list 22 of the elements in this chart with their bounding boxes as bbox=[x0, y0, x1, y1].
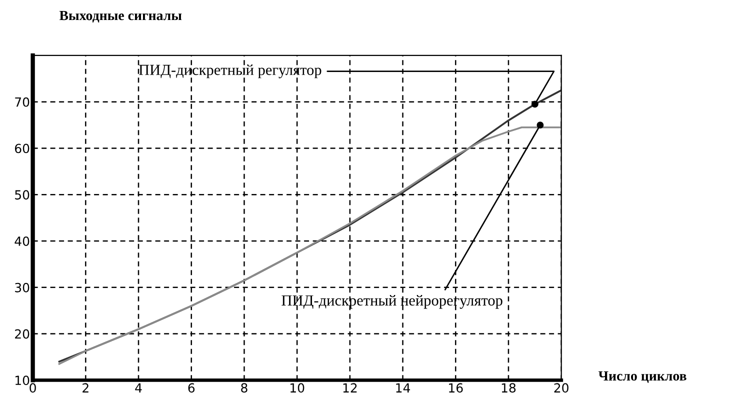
x-tick-label: 12 bbox=[343, 383, 357, 392]
y-tick-label: 70 bbox=[15, 97, 30, 107]
x-tick-label: 6 bbox=[188, 383, 195, 393]
y-tick-label: 40 bbox=[14, 236, 30, 246]
y-axis-title: Выходные сигналы bbox=[59, 10, 182, 22]
x-axis-title: Число циклов bbox=[598, 371, 686, 383]
x-tick-label: 8 bbox=[241, 383, 248, 393]
x-tick-label: 14 bbox=[396, 383, 410, 392]
y-tick-label: 20 bbox=[15, 329, 30, 339]
y-tick-label: 10 bbox=[15, 376, 30, 386]
x-tick-label: 10 bbox=[290, 383, 304, 393]
x-tick-label: 18 bbox=[502, 383, 516, 393]
annotation: ПИД-дискретный регулятор bbox=[138, 64, 322, 78]
y-tick-label: 50 bbox=[15, 190, 30, 200]
x-tick-label: 20 bbox=[554, 383, 568, 393]
x-tick-label: 4 bbox=[135, 383, 142, 392]
x-tick-label: 16 bbox=[449, 383, 463, 393]
x-tick-label: 2 bbox=[82, 383, 88, 392]
y-tick-label: 30 bbox=[15, 282, 30, 292]
annotation: ПИД-дискретный нейрорегулятор bbox=[282, 294, 502, 309]
x-tick-label: 0 bbox=[30, 383, 36, 393]
y-tick-label: 60 bbox=[14, 144, 30, 154]
